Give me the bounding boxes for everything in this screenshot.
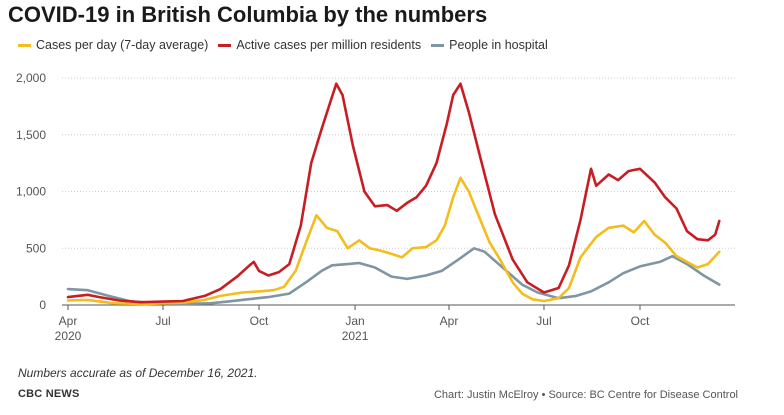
- legend-label-cases: Cases per day (7-day average): [36, 38, 209, 52]
- legend-label-active: Active cases per million residents: [236, 38, 422, 52]
- legend-swatch-hospital: [431, 43, 445, 47]
- series-line-hospital: [66, 247, 721, 306]
- legend-item-active: Active cases per million residents: [218, 38, 421, 52]
- y-tick-label: 1,000: [16, 185, 46, 199]
- legend-swatch-active: [218, 43, 232, 47]
- series-line-active: [66, 82, 721, 304]
- legend-item-cases: Cases per day (7-day average): [18, 38, 208, 52]
- y-tick-label: 500: [26, 241, 46, 255]
- series-line-cases: [66, 176, 721, 306]
- x-tick-label: Oct: [631, 314, 650, 328]
- x-tick-label: Apr: [59, 314, 78, 328]
- chart-title: COVID-19 in British Columbia by the numb…: [8, 2, 488, 27]
- x-tick-label: Jul: [155, 314, 170, 328]
- x-tick-label: Jul: [536, 314, 551, 328]
- legend-item-hospital: People in hospital: [431, 38, 548, 52]
- x-tick-year-label: 2020: [55, 329, 82, 343]
- brand-label: CBC NEWS: [18, 388, 80, 400]
- legend-swatch-cases: [18, 43, 31, 47]
- y-tick-label: 2,000: [16, 71, 46, 85]
- x-tick-label: Jan: [345, 314, 364, 328]
- x-tick-label: Apr: [440, 314, 459, 328]
- footnote: Numbers accurate as of December 16, 2021…: [18, 366, 258, 380]
- legend: Cases per day (7-day average) Active cas…: [18, 38, 558, 52]
- legend-label-hospital: People in hospital: [449, 38, 548, 52]
- y-tick-label: 1,500: [16, 128, 46, 142]
- y-tick-label: 0: [39, 298, 46, 312]
- x-tick-label: Oct: [250, 314, 269, 328]
- source-credit: Chart: Justin McElroy • Source: BC Centr…: [433, 389, 738, 401]
- x-tick-year-label: 2021: [342, 329, 369, 343]
